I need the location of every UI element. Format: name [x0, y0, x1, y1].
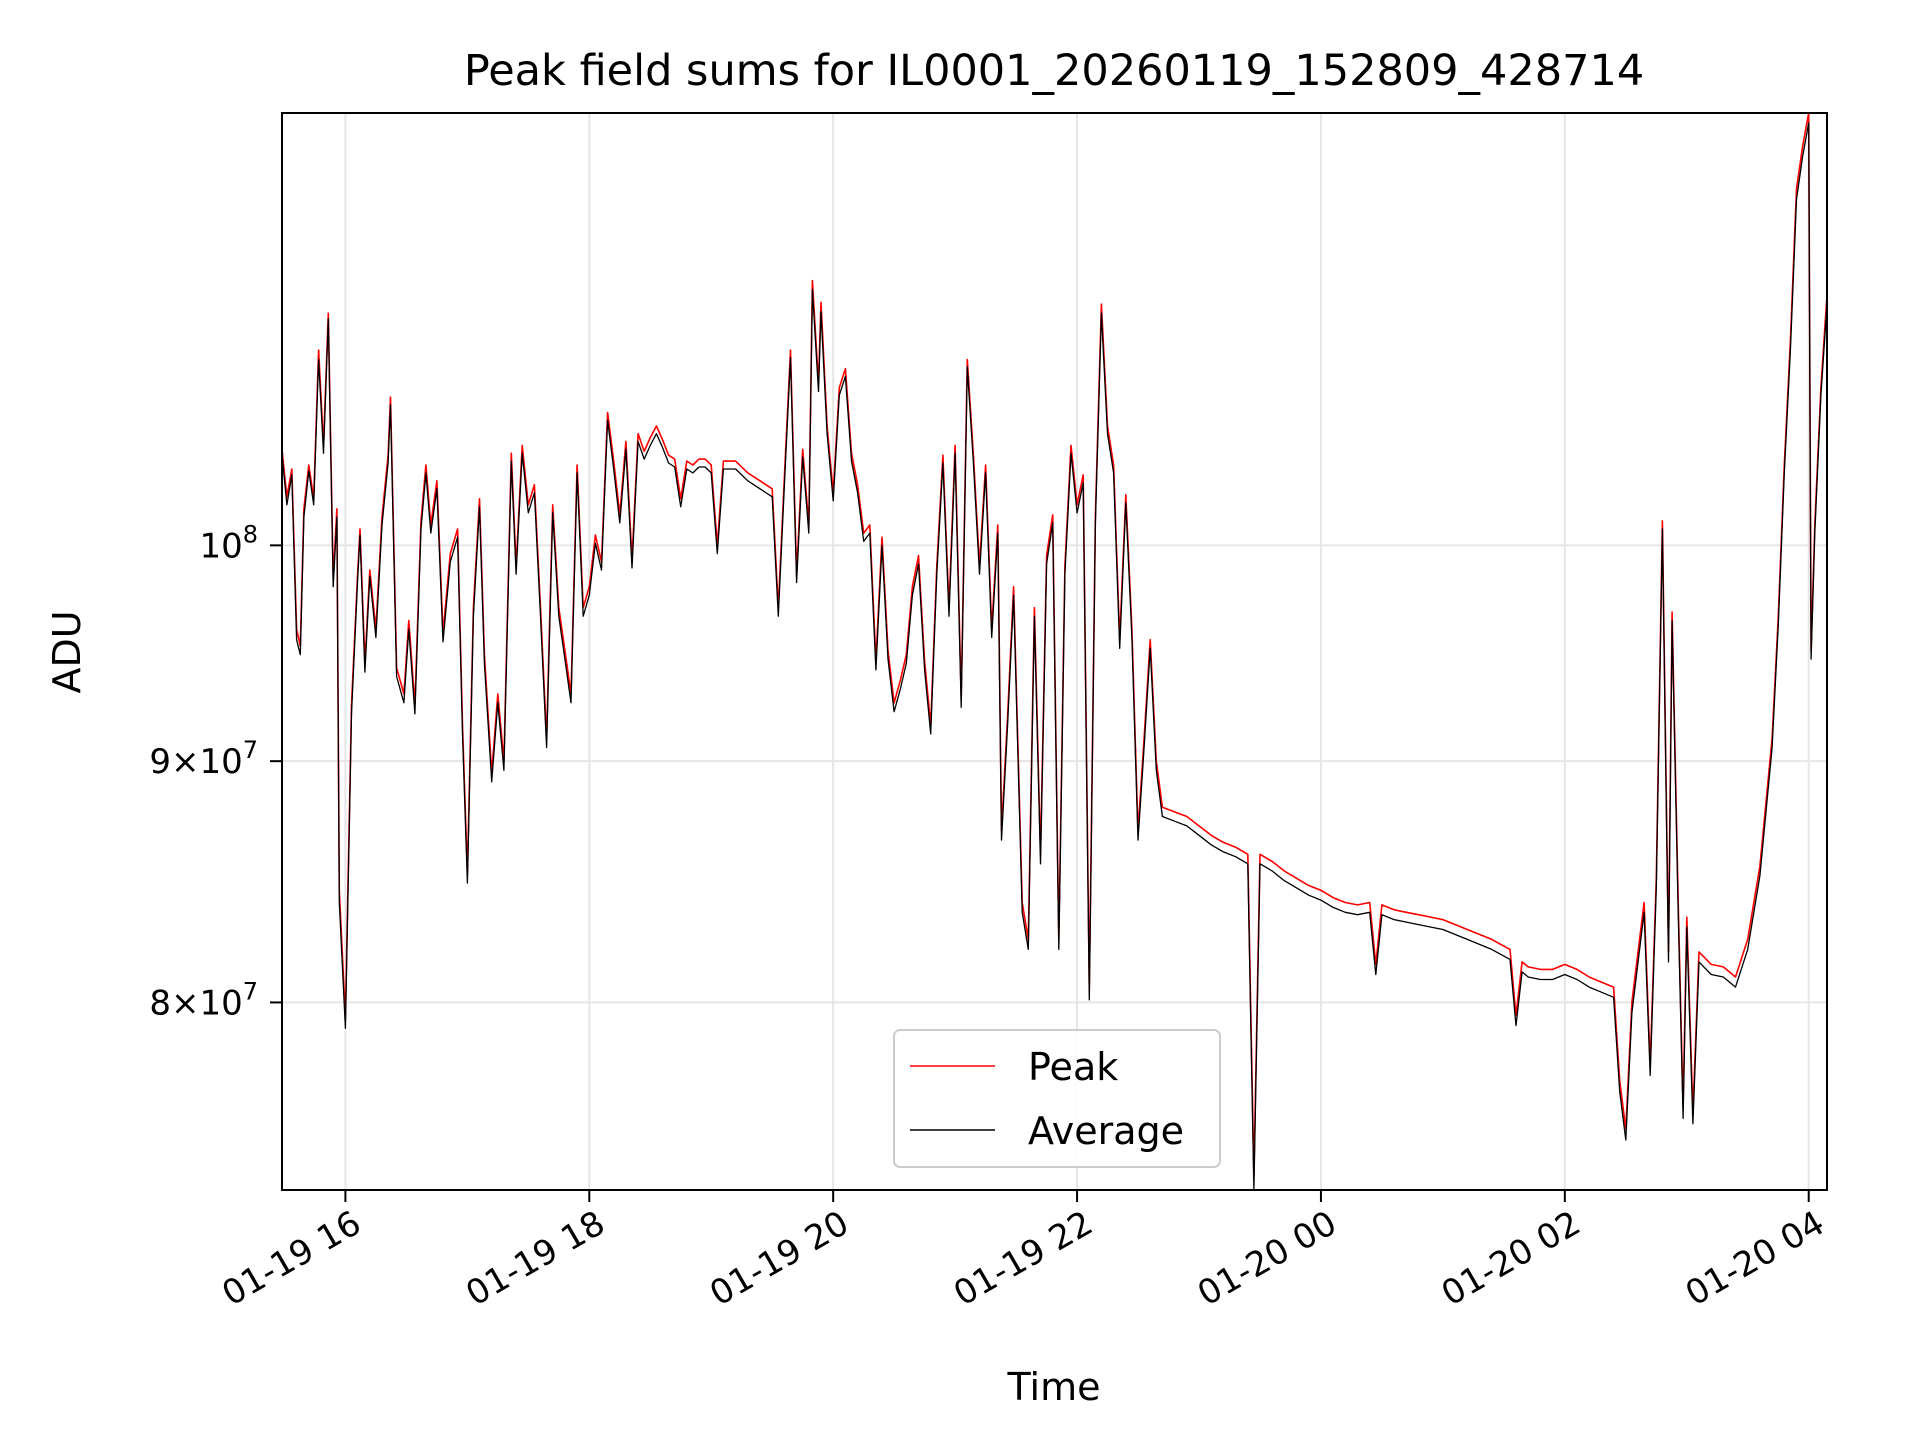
legend-label-average: Average	[1028, 1109, 1184, 1153]
series-line-average	[282, 122, 1827, 1190]
y-tick-label-exponent: 8	[243, 520, 258, 548]
y-tick-label-exponent: 7	[243, 736, 258, 764]
y-tick-label-exponent: 7	[243, 977, 258, 1005]
x-axis-label: Time	[1007, 1365, 1101, 1409]
y-tick-label-base: 10	[199, 526, 242, 566]
plot-area	[282, 113, 1827, 1190]
y-tick-label: 8×107	[149, 977, 258, 1023]
plot-frame	[281, 112, 1828, 1191]
legend-box	[893, 1029, 1221, 1168]
y-axis-label: ADU	[45, 610, 89, 693]
y-tick-label: 9×107	[149, 736, 258, 782]
legend: Peak Average	[893, 1029, 1221, 1168]
y-tick-label-base: 9×10	[149, 742, 242, 782]
y-tick-label: 108	[199, 520, 258, 566]
chart-title: Peak field sums for IL0001_20260119_1528…	[464, 46, 1644, 96]
legend-label-peak: Peak	[1028, 1045, 1118, 1089]
y-tick-label-base: 8×10	[149, 983, 242, 1023]
